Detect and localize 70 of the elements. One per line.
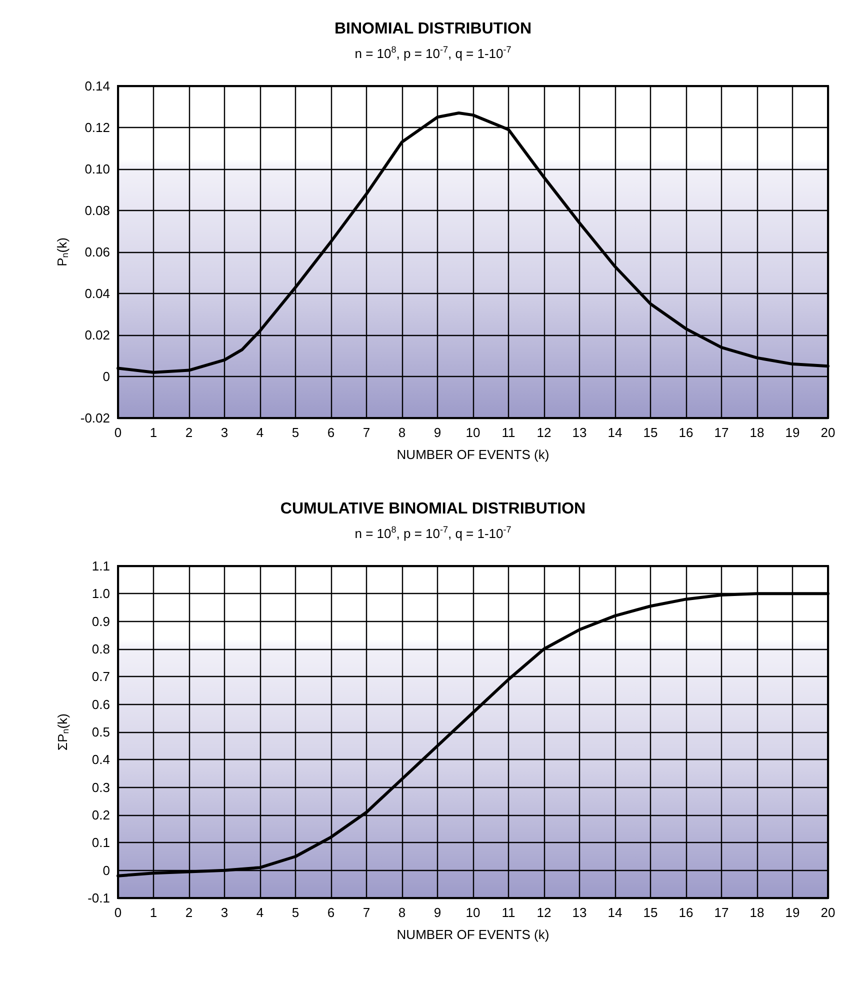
y-tick-label: 0.12 [84, 120, 110, 135]
x-tick-label: 17 [714, 425, 729, 440]
x-tick-label: 9 [434, 905, 442, 920]
x-tick-label: 19 [785, 425, 800, 440]
y-tick-label: 0.02 [84, 328, 110, 342]
x-tick-label: 12 [536, 905, 552, 920]
x-tick-label: 2 [185, 905, 193, 920]
x-tick-label: 8 [398, 905, 406, 920]
x-tick-label: 7 [362, 905, 370, 920]
x-tick-label: 5 [292, 425, 300, 440]
x-tick-label: 15 [643, 905, 658, 920]
x-tick-label: 11 [502, 905, 516, 920]
x-tick-label: 10 [466, 905, 480, 920]
x-tick-label: 11 [502, 425, 516, 440]
x-tick-label: 9 [434, 425, 442, 440]
y-tick-label: 0.7 [92, 669, 110, 684]
y-tick-label: 1.0 [92, 586, 110, 602]
x-tick-label: 19 [785, 905, 800, 920]
x-tick-label: 6 [327, 425, 335, 440]
y-tick-label: -0.1 [88, 890, 110, 906]
x-tick-label: 8 [398, 425, 406, 440]
x-tick-label: 15 [643, 425, 658, 440]
x-tick-label: 17 [714, 905, 729, 920]
x-tick-label: 1 [150, 905, 158, 920]
y-axis-title: Pn(k) [54, 238, 70, 266]
chart-title: BINOMIAL DISTRIBUTION [334, 20, 532, 38]
y-tick-label: 0.14 [84, 78, 110, 94]
x-tick-label: 7 [362, 425, 370, 440]
x-tick-label: 20 [820, 905, 836, 920]
x-tick-label: 2 [185, 425, 193, 440]
x-axis-title: NUMBER OF EVENTS (k) [396, 447, 550, 462]
x-tick-label: 13 [572, 425, 587, 440]
x-tick-label: 18 [750, 425, 764, 440]
x-tick-label: 5 [292, 905, 300, 920]
x-tick-label: 14 [608, 425, 622, 440]
y-tick-label: 0.1 [92, 835, 110, 850]
chart-title: CUMULATIVE BINOMIAL DISTRIBUTION [280, 500, 586, 518]
x-tick-label: 13 [572, 905, 587, 920]
x-tick-label: 3 [220, 905, 228, 920]
y-tick-label: 0.10 [84, 162, 110, 176]
x-tick-label: 18 [750, 905, 764, 920]
x-tick-label: 16 [678, 425, 694, 440]
y-tick-label: 0.4 [92, 752, 110, 768]
y-tick-label: 0.9 [92, 614, 110, 629]
x-axis-title: NUMBER OF EVENTS (k) [396, 927, 550, 942]
x-tick-label: 20 [820, 425, 836, 440]
y-tick-label: 0.5 [92, 724, 110, 740]
y-tick-label: 1.1 [92, 558, 110, 574]
x-tick-label: 16 [678, 905, 694, 920]
y-tick-label: 0.2 [92, 808, 110, 822]
x-tick-label: 12 [536, 425, 552, 440]
x-tick-label: 6 [327, 905, 335, 920]
x-tick-label: 4 [256, 425, 264, 440]
x-tick-label: 0 [114, 905, 122, 920]
x-tick-label: 10 [466, 425, 480, 440]
y-tick-label: 0.06 [84, 244, 110, 260]
y-tick-label: 0.3 [92, 780, 110, 795]
x-tick-label: 14 [608, 905, 622, 920]
y-tick-label: 0 [102, 369, 110, 384]
y-tick-label: 0.6 [92, 696, 110, 712]
x-tick-label: 3 [220, 425, 228, 440]
y-tick-label: 0 [102, 862, 110, 878]
y-tick-label: 0.04 [84, 286, 110, 301]
x-tick-label: 0 [114, 425, 122, 440]
y-tick-label: -0.02 [80, 410, 110, 426]
x-tick-label: 1 [150, 425, 158, 440]
y-axis-title: ΣPn(k) [55, 714, 70, 750]
x-tick-label: 4 [256, 905, 264, 920]
y-tick-label: 0.08 [84, 203, 110, 218]
y-tick-label: 0.8 [92, 642, 110, 656]
